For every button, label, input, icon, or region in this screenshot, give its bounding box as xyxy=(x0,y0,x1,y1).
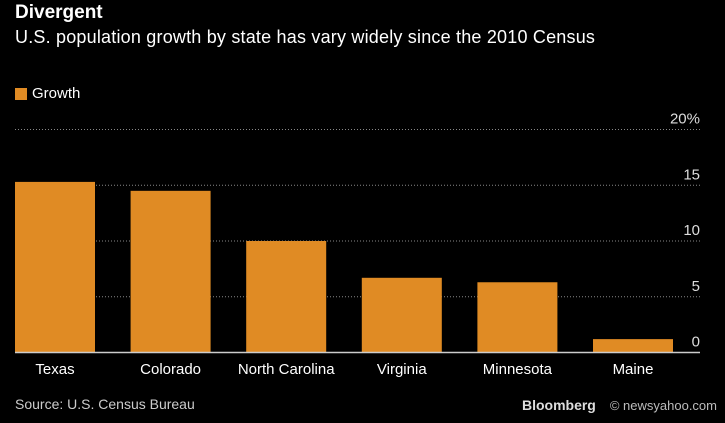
x-tick-label: Minnesota xyxy=(483,361,553,378)
chart-title: Divergent xyxy=(15,2,103,23)
bar-colorado xyxy=(130,190,211,353)
x-tick-label: Maine xyxy=(613,361,654,378)
bar-maine xyxy=(593,339,673,353)
y-tick-label: 0 xyxy=(692,334,700,351)
brand-logo: Bloomberg xyxy=(521,397,596,413)
y-tick-label: 10 xyxy=(683,222,700,239)
y-tick-label: 20% xyxy=(670,111,700,128)
y-tick-label: 5 xyxy=(692,278,700,295)
source-note: Source: U.S. Census Bureau xyxy=(15,396,195,412)
legend: Growth xyxy=(15,85,80,102)
bar-minnesota xyxy=(477,282,558,353)
x-tick-label: Texas xyxy=(35,361,74,378)
legend-swatch xyxy=(15,87,27,100)
bar-north-carolina xyxy=(246,241,327,353)
x-tick-label: Virginia xyxy=(377,361,427,378)
x-tick-label: Colorado xyxy=(140,361,201,378)
bar-texas xyxy=(15,181,95,353)
y-tick-label: 15 xyxy=(683,166,700,183)
x-tick-label: North Carolina xyxy=(238,361,335,378)
footer-right: Bloomberg © newsyahoo.com xyxy=(522,397,717,413)
chart-subtitle: U.S. population growth by state has vary… xyxy=(15,27,596,47)
legend-label: Growth xyxy=(32,85,81,102)
watermark: © newsyahoo.com xyxy=(609,398,717,413)
bar-virginia xyxy=(361,277,442,353)
